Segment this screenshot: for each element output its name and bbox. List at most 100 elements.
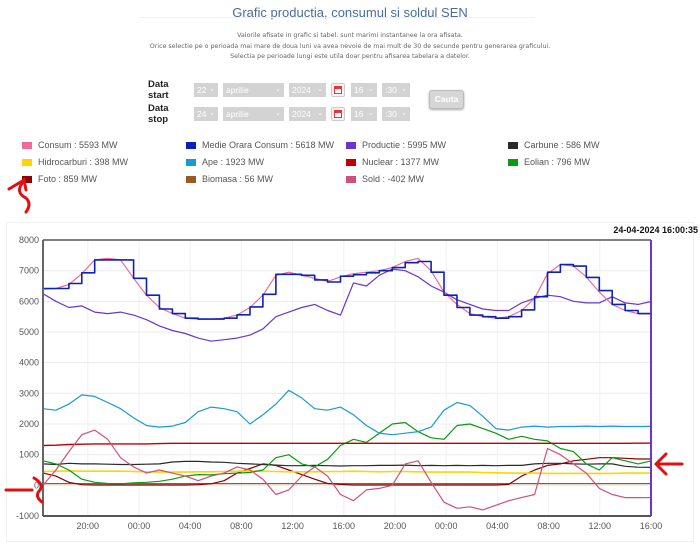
legend-item[interactable]: Medie Orara Consum : 5618 MW <box>186 139 334 151</box>
chevron-down-icon: ⌄ <box>317 85 323 93</box>
x-tick-label: 08:00 <box>230 521 253 531</box>
note-line: Selectia pe perioade lungi este utila do… <box>230 53 470 60</box>
annotation-arrow-up-icon <box>7 177 31 214</box>
stop-date-row: Data stop 24 ⌄ aprilie ⌄ 2024 ⌄ 16 ⌄ :30 ⌄ <box>148 103 415 125</box>
legend-swatch <box>186 141 196 149</box>
x-tick-label: 20:00 <box>384 521 407 531</box>
start-minute-select[interactable]: :30 ⌄ <box>382 82 410 97</box>
legend-label: Biomasa : 56 MW <box>202 174 274 184</box>
legend-swatch <box>22 141 32 149</box>
legend-label: Foto : 859 MW <box>38 174 98 184</box>
series-line-carbune <box>42 460 652 468</box>
legend-label: Carbune : 586 MW <box>524 140 600 150</box>
x-tick-label: 16:00 <box>640 521 663 531</box>
calendar-icon[interactable] <box>331 106 345 121</box>
legend-label: Productie : 5995 MW <box>362 140 447 150</box>
x-tick-label: 12:00 <box>589 521 612 531</box>
search-button[interactable]: Cauta <box>429 90 464 109</box>
start-hour-select[interactable]: 16 ⌄ <box>351 82 377 97</box>
legend-item[interactable]: Nuclear : 1377 MW <box>346 156 439 168</box>
legend-swatch <box>22 175 32 183</box>
legend-label: Sold : -402 MW <box>362 174 425 184</box>
legend-swatch <box>508 158 518 166</box>
x-tick-label: 16:00 <box>333 521 356 531</box>
series-line-foto <box>42 457 651 486</box>
chevron-down-icon: ⌄ <box>401 85 407 93</box>
chevron-down-icon: ⌄ <box>275 85 281 93</box>
legend-swatch <box>186 158 196 166</box>
y-tick-label: 0 <box>34 480 39 490</box>
series-line-hidrocarburi <box>42 470 651 475</box>
legend-item[interactable]: Consum : 5593 MW <box>22 139 118 151</box>
y-tick-label: 5000 <box>19 327 39 337</box>
start-date-row: Data start 22 ⌄ aprilie ⌄ 2024 ⌄ 16 ⌄ :30 ⌄ <box>148 79 415 101</box>
legend-swatch <box>346 158 356 166</box>
legend-swatch <box>346 141 356 149</box>
y-tick-label: 2000 <box>19 419 39 429</box>
calendar-icon[interactable] <box>331 82 345 97</box>
chevron-down-icon: ⌄ <box>275 109 281 117</box>
legend-item[interactable]: Biomasa : 56 MW <box>186 173 273 185</box>
legend-swatch <box>22 158 32 166</box>
chevron-down-icon: ⌄ <box>209 109 215 117</box>
legend-label: Ape : 1923 MW <box>202 157 265 167</box>
series-line-ape <box>42 389 652 436</box>
page-title: Grafic productia, consumul si soldul SEN <box>232 5 468 20</box>
note-line: Orice selectie pe o perioada mai mare de… <box>149 42 551 50</box>
legend-swatch <box>186 175 196 183</box>
legend-swatch <box>508 141 518 149</box>
legend-item[interactable]: Carbune : 586 MW <box>508 139 600 151</box>
legend-item[interactable]: Eolian : 796 MW <box>508 156 590 168</box>
start-label: Data start <box>148 78 169 101</box>
title-divider <box>140 17 535 18</box>
y-tick-label: 6000 <box>19 296 39 306</box>
x-tick-label: 04:00 <box>486 521 509 531</box>
annotation-arrow-left-icon <box>654 452 684 476</box>
x-tick-label: 12:00 <box>281 521 304 531</box>
y-tick-label: 7000 <box>19 266 39 276</box>
chevron-down-icon: ⌄ <box>368 85 374 93</box>
y-tick-label: -1000 <box>16 511 39 521</box>
legend-label: Medie Orara Consum : 5618 MW <box>202 140 335 150</box>
x-tick-label: 08:00 <box>537 521 560 531</box>
chevron-down-icon: ⌄ <box>317 109 323 117</box>
chevron-down-icon: ⌄ <box>368 109 374 117</box>
stop-month-select[interactable]: aprilie ⌄ <box>223 106 284 121</box>
x-tick-label: 00:00 <box>435 521 458 531</box>
chevron-down-icon: ⌄ <box>401 109 407 117</box>
x-tick-label: 00:00 <box>128 521 151 531</box>
x-tick-label: 20:00 <box>77 521 100 531</box>
series-line-eolian <box>42 421 652 485</box>
legend-item[interactable]: Ape : 1923 MW <box>186 156 264 168</box>
legend-label: Hidrocarburi : 398 MW <box>38 157 129 167</box>
y-tick-label: 8000 <box>19 235 39 245</box>
start-year-select[interactable]: 2024 ⌄ <box>289 82 326 97</box>
start-day-select[interactable]: 22 ⌄ <box>194 82 218 97</box>
legend-label: Consum : 5593 MW <box>38 140 118 150</box>
legend-item[interactable]: Productie : 5995 MW <box>346 139 446 151</box>
legend-item[interactable]: Foto : 859 MW <box>22 173 97 185</box>
stop-hour-select[interactable]: 16 ⌄ <box>351 106 377 121</box>
stop-minute-select[interactable]: :30 ⌄ <box>382 106 410 121</box>
series-line-productie <box>42 268 652 342</box>
legend-label: Eolian : 796 MW <box>524 157 591 167</box>
start-month-select[interactable]: aprilie ⌄ <box>223 82 284 97</box>
stop-year-select[interactable]: 2024 ⌄ <box>289 106 326 121</box>
series-line-medie-orara-consum <box>43 259 652 320</box>
legend-item[interactable]: Sold : -402 MW <box>346 173 424 185</box>
x-tick-label: 04:00 <box>179 521 202 531</box>
series-line-sold <box>42 429 652 511</box>
legend-item[interactable]: Hidrocarburi : 398 MW <box>22 156 128 168</box>
annotation-arrow-right-icon <box>4 476 44 504</box>
note-line: Valorile afisate in grafic si tabel. sun… <box>237 32 463 39</box>
chart-container <box>6 222 694 542</box>
chevron-down-icon: ⌄ <box>209 85 215 93</box>
series-line-nuclear <box>42 442 652 447</box>
legend-label: Nuclear : 1377 MW <box>362 157 440 167</box>
info-notes: Valorile afisate in grafic si tabel. sun… <box>130 31 570 63</box>
y-tick-label: 1000 <box>19 450 39 460</box>
stop-day-select[interactable]: 24 ⌄ <box>194 106 218 121</box>
y-tick-label: 3000 <box>19 388 39 398</box>
chart-timestamp: 24-04-2024 16:00:35 <box>613 225 698 235</box>
